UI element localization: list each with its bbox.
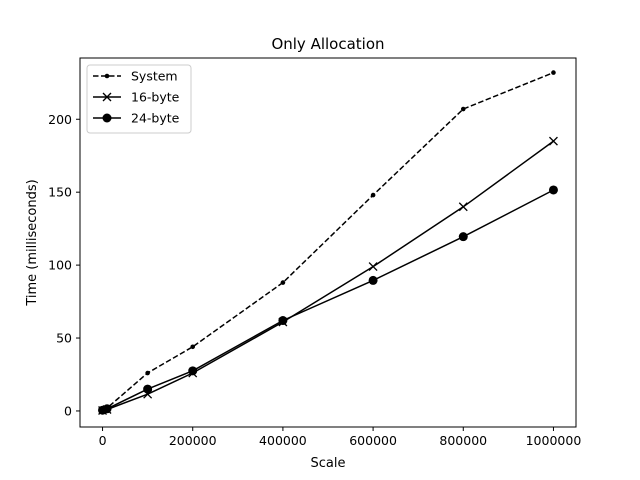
- series-line-24-byte: [102, 189, 554, 411]
- data-point-system: [370, 192, 376, 198]
- data-point-16-byte: [548, 136, 558, 146]
- series-line-16-byte: [102, 140, 554, 412]
- legend-box: [86, 64, 192, 134]
- plot-area: [98, 70, 558, 415]
- data-point-16-byte-stroke-b: [458, 202, 468, 212]
- x-tick-label: 200000: [169, 433, 217, 448]
- x-tick-label: 800000: [439, 433, 487, 448]
- x-tick-label: 1000000: [526, 433, 582, 448]
- data-point-24-byte: [368, 275, 378, 285]
- data-point-16-byte: [368, 262, 378, 272]
- x-tick-label: 0: [99, 433, 107, 448]
- series-line-system: [102, 71, 554, 411]
- legend-label-system: System: [131, 69, 178, 84]
- legend-marker-system: [104, 73, 110, 79]
- data-point-16-byte: [458, 202, 468, 212]
- axes-frame: [79, 57, 577, 428]
- y-tick-label: 100: [48, 258, 72, 273]
- data-point-24-byte: [278, 316, 288, 326]
- legend-marker-24-byte: [102, 113, 112, 123]
- data-point-24-byte: [458, 232, 468, 242]
- x-axis-ticks: 0 200000 400000 600000 800000 1000000: [99, 427, 582, 448]
- data-point-24-byte: [548, 185, 558, 195]
- y-axis-ticks: 0 50 100 150 200: [48, 112, 80, 418]
- data-point-16-byte-stroke-b: [548, 136, 558, 146]
- data-point-system: [280, 280, 286, 285]
- legend: System 16-byte 24-byte: [86, 64, 192, 134]
- legend-marker-16-byte-stroke-b: [102, 92, 112, 102]
- y-axis-label: Time (milliseconds): [25, 179, 40, 306]
- y-tick-label: 0: [64, 403, 72, 418]
- data-point-system: [460, 106, 466, 112]
- legend-marker-16-byte: [102, 92, 112, 102]
- data-point-system: [145, 370, 150, 376]
- x-tick-label: 400000: [259, 433, 307, 448]
- x-axis-label: Scale: [311, 456, 346, 471]
- data-point-system: [190, 344, 196, 350]
- data-point-24-byte: [102, 404, 112, 414]
- y-tick-label: 150: [48, 185, 72, 200]
- y-tick-label: 50: [56, 331, 72, 346]
- data-point-24-byte: [143, 384, 153, 394]
- x-tick-label: 600000: [349, 433, 397, 448]
- chart-title: Only Allocation: [271, 35, 384, 53]
- y-tick-label: 200: [48, 112, 72, 127]
- data-point-system: [551, 70, 556, 75]
- legend-label-16-byte: 16-byte: [131, 90, 180, 105]
- data-point-24-byte: [188, 366, 198, 376]
- data-point-16-byte-stroke-b: [368, 262, 378, 272]
- legend-label-24-byte: 24-byte: [131, 111, 180, 126]
